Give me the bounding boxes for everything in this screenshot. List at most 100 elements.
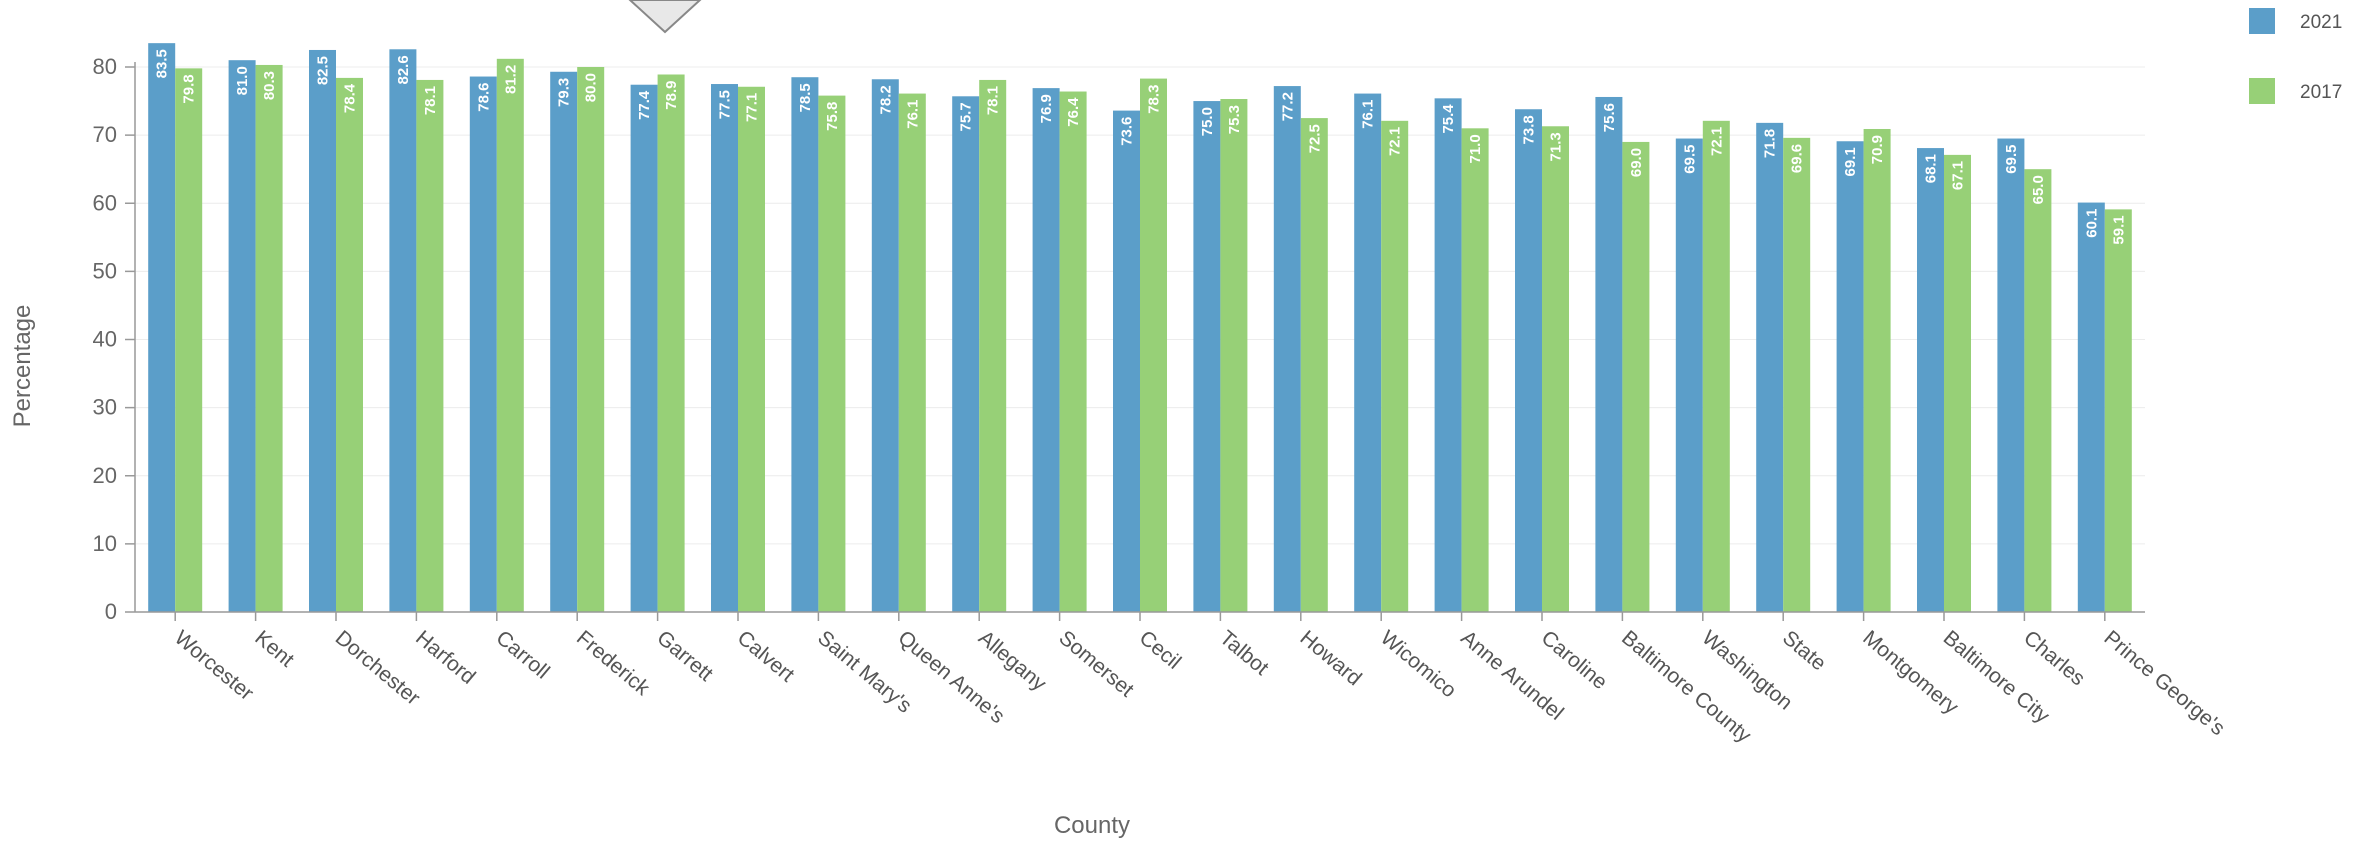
y-tick-label: 0 xyxy=(105,599,117,624)
bar-2017 xyxy=(1863,128,1891,612)
bar-2017 xyxy=(255,64,283,613)
x-tick-label: Dorchester xyxy=(331,626,424,710)
bar-value-label: 81.2 xyxy=(502,65,519,94)
bar-2021 xyxy=(1515,109,1542,613)
bar-2017 xyxy=(577,67,605,612)
bar-2017 xyxy=(1944,154,1971,612)
legend-swatch xyxy=(2249,8,2275,34)
bar-2021 xyxy=(1756,122,1784,613)
x-tick-label: Garrett xyxy=(652,626,717,686)
bars: 83.5 79.8 81.0 80.3 82.5 78.4 82.6 78.1 78.6 81.2… xyxy=(148,43,2132,613)
x-tick-label: Cecil xyxy=(1135,626,1186,674)
bar-value-label: 75.7 xyxy=(958,102,975,131)
x-tick-label: Caroline xyxy=(1537,626,1612,694)
bar-2017 xyxy=(175,68,203,613)
bar-2021 xyxy=(469,76,497,613)
bar-value-label: 60.1 xyxy=(2083,209,2100,238)
bar-value-label: 78.1 xyxy=(985,86,1002,115)
bar-2017 xyxy=(1220,99,1248,613)
y-axis: 0 10 20 30 40 50 60 70 80 xyxy=(93,54,136,624)
bar-value-label: 69.5 xyxy=(2003,145,2020,174)
bar-2021 xyxy=(2077,202,2105,612)
y-tick-label: 60 xyxy=(93,190,117,215)
bar-2017 xyxy=(1702,120,1730,612)
bar-value-label: 69.1 xyxy=(1842,147,1859,176)
bar-value-label: 80.0 xyxy=(583,73,600,102)
bar-value-label: 78.6 xyxy=(475,83,492,112)
bar-2021 xyxy=(148,43,176,612)
x-tick-label: Kent xyxy=(250,626,298,671)
bar-value-label: 76.1 xyxy=(904,100,921,129)
bar-2017 xyxy=(1622,141,1650,612)
bar-value-label: 75.8 xyxy=(824,102,841,131)
bar-2021 xyxy=(1997,138,2025,612)
bar-value-label: 83.5 xyxy=(154,49,171,78)
legend-label: 2017 xyxy=(2300,82,2342,103)
bar-value-label: 77.5 xyxy=(717,90,734,119)
bar-value-label: 69.0 xyxy=(1628,148,1645,177)
bar-value-label: 79.3 xyxy=(556,78,573,107)
bar-2021 xyxy=(1273,86,1301,612)
bar-value-label: 81.0 xyxy=(234,66,251,95)
x-tick-label: Allegany xyxy=(974,626,1051,696)
x-tick-label: Frederick xyxy=(572,626,654,700)
bar-2017 xyxy=(496,58,524,612)
bar-value-label: 68.1 xyxy=(1923,154,1940,183)
bar-2021 xyxy=(630,84,658,612)
bar-2017 xyxy=(1783,137,1811,612)
bar-value-label: 78.9 xyxy=(663,80,680,109)
marker-icon xyxy=(628,0,702,34)
bar-2017 xyxy=(2104,209,2132,612)
bar-value-label: 65.0 xyxy=(2030,175,2047,204)
bar-value-label: 78.2 xyxy=(877,85,894,114)
bar-value-label: 80.3 xyxy=(261,71,278,100)
bar-2021 xyxy=(550,71,578,613)
bar-value-label: 82.5 xyxy=(315,56,332,85)
x-tick-label: Howard xyxy=(1296,626,1366,690)
bar-value-label: 69.6 xyxy=(1789,144,1806,173)
x-tick-label: Wicomico xyxy=(1376,626,1461,702)
bar-value-label: 75.4 xyxy=(1440,104,1457,134)
bar-value-label: 71.0 xyxy=(1467,134,1484,163)
y-tick-label: 10 xyxy=(93,531,117,556)
bar-2021 xyxy=(952,96,980,612)
y-tick-label: 20 xyxy=(93,463,117,488)
y-tick-label: 30 xyxy=(93,395,117,420)
bar-value-label: 67.1 xyxy=(1950,161,1967,190)
legend-label: 2021 xyxy=(2300,12,2342,33)
bar-value-label: 72.5 xyxy=(1306,124,1323,153)
bar-value-label: 76.1 xyxy=(1360,100,1377,129)
bar-value-label: 82.6 xyxy=(395,55,412,84)
bar-2017 xyxy=(416,79,444,613)
bar-2021 xyxy=(1434,98,1462,612)
bar-value-label: 72.1 xyxy=(1708,127,1725,156)
bar-2021 xyxy=(389,49,417,613)
bar-value-label: 75.3 xyxy=(1226,105,1243,134)
x-axis-title: County xyxy=(1054,812,1130,839)
bar-2017 xyxy=(1461,128,1489,612)
bar-value-label: 76.4 xyxy=(1065,97,1082,127)
x-tick-label: Worcester xyxy=(170,626,258,705)
bar-2017 xyxy=(2024,169,2052,612)
x-tick-label: Carroll xyxy=(492,626,554,683)
bar-value-label: 71.3 xyxy=(1548,132,1565,161)
legend: 2021 2017 xyxy=(2249,8,2342,104)
x-tick-label: Charles xyxy=(2019,626,2089,690)
x-tick-label: Prince George's xyxy=(2100,626,2230,740)
bar-2017 xyxy=(979,79,1007,613)
bar-2021 xyxy=(711,84,738,612)
bar-2017 xyxy=(818,95,846,613)
bar-value-label: 73.6 xyxy=(1119,117,1136,146)
x-tick-label: Talbot xyxy=(1215,626,1273,680)
x-tick-label: Calvert xyxy=(733,626,799,686)
y-tick-label: 50 xyxy=(93,258,117,283)
bar-2017 xyxy=(657,74,685,612)
y-tick-label: 70 xyxy=(93,122,117,147)
bar-2017 xyxy=(898,93,926,613)
x-tick-label: Somerset xyxy=(1054,626,1138,701)
bar-2017 xyxy=(1300,118,1328,612)
bar-value-label: 78.5 xyxy=(797,83,814,112)
bar-value-label: 79.8 xyxy=(181,74,198,103)
